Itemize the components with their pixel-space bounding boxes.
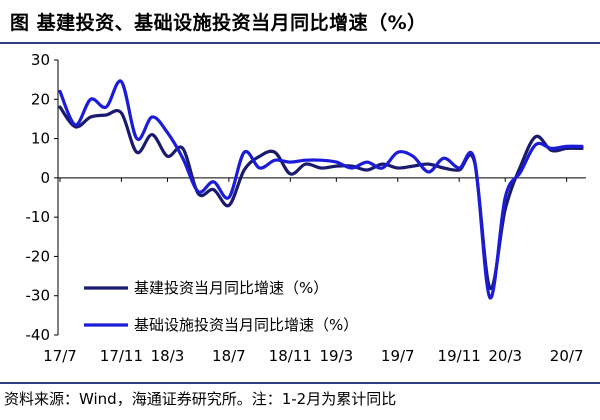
- footer-rule: [0, 382, 600, 384]
- x-tick-label: 17/11: [100, 347, 143, 365]
- legend: 基建投资当月同比增速（%） 基础设施投资当月同比增速（%）: [84, 279, 358, 334]
- y-axis: 30 20 10 0 -10 -20 -30 -40: [26, 51, 59, 344]
- x-tick-label: 19/11: [438, 347, 481, 365]
- legend-label-1: 基建投资当月同比增速（%）: [134, 279, 328, 297]
- source-note: 资料来源：Wind，海通证券研究所。注：1-2月为累计同比: [4, 390, 397, 408]
- x-tick-label: 17/7: [43, 347, 77, 365]
- y-tick-label: -30: [26, 287, 51, 305]
- x-axis: 17/7 17/11 18/3 18/7 18/11 19/3 19/7 19/11 20/3 2…: [43, 177, 586, 365]
- x-tick-label: 20/7: [550, 347, 584, 365]
- x-tick-label: 19/7: [381, 347, 415, 365]
- y-tick-label: -10: [26, 208, 51, 226]
- x-tick-label: 20/3: [488, 347, 522, 365]
- y-tick-label: 10: [31, 130, 50, 148]
- series-line-2: [58, 79, 584, 300]
- series-lines: [58, 79, 584, 300]
- y-tick-label: 0: [40, 169, 50, 187]
- x-tick-label: 19/3: [320, 347, 354, 365]
- title-bar: 图 基建投资、基础设施投资当月同比增速（%）: [0, 0, 600, 42]
- x-tick-label: 18/3: [151, 347, 185, 365]
- x-tick-label: 18/11: [269, 347, 312, 365]
- legend-label-2: 基础设施投资当月同比增速（%）: [134, 316, 358, 334]
- title-rule: [0, 42, 600, 44]
- y-tick-label: -40: [26, 326, 51, 344]
- y-tick-label: 30: [31, 51, 50, 69]
- y-tick-label: 20: [31, 90, 50, 108]
- x-tick-label: 18/7: [212, 347, 246, 365]
- y-tick-label: -20: [26, 247, 51, 265]
- chart-title: 图 基建投资、基础设施投资当月同比增速（%）: [10, 12, 427, 34]
